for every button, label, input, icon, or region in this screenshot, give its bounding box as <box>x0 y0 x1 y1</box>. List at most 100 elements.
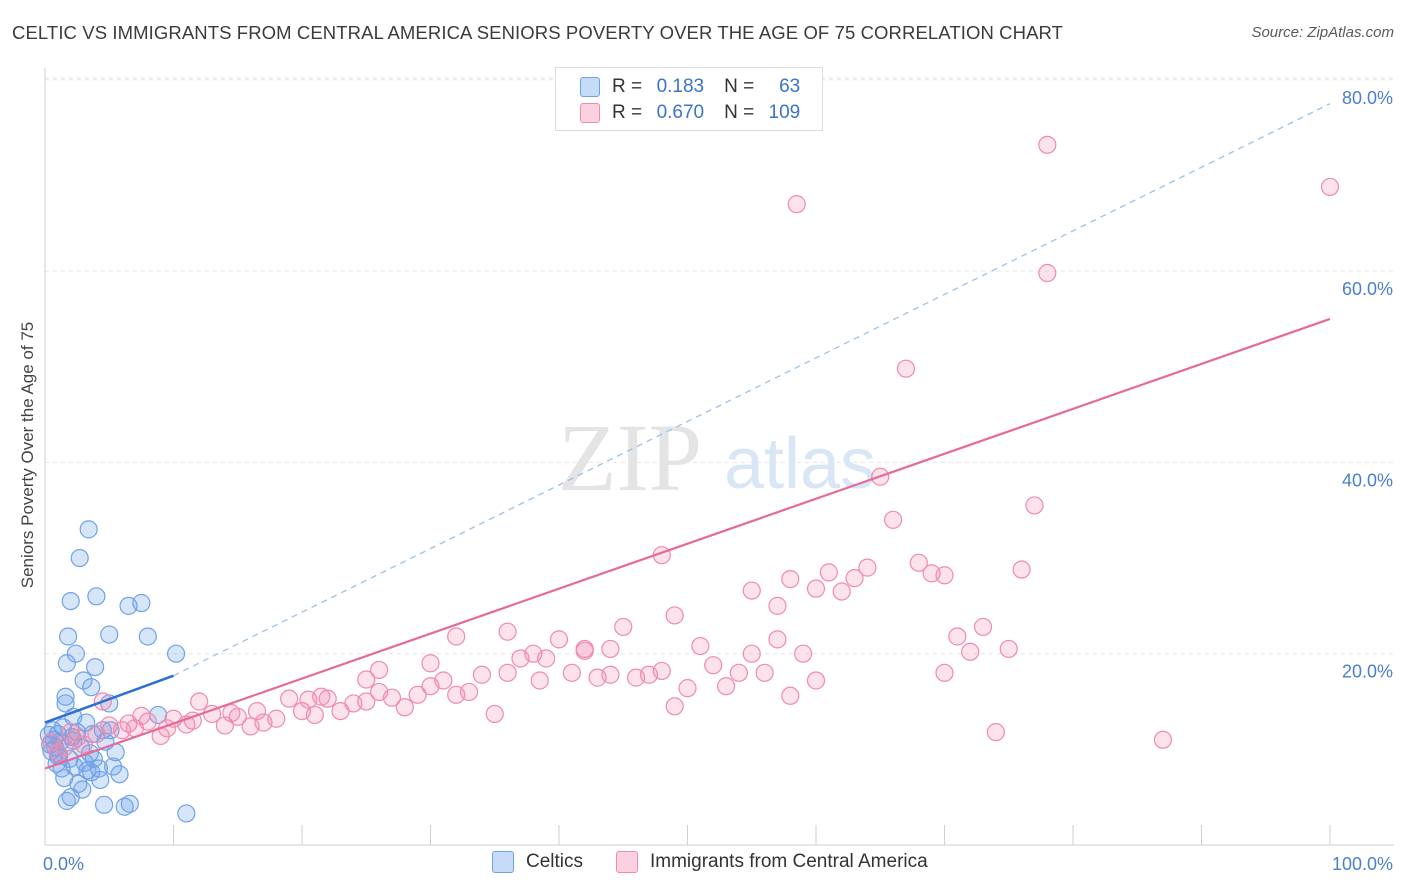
data-point-central-america <box>530 671 549 690</box>
gridlines <box>45 77 1394 655</box>
data-point-central-america <box>228 707 247 726</box>
data-point-central-america <box>716 677 736 696</box>
data-point-central-america <box>896 359 916 378</box>
x-tick-label-min: 0.0% <box>43 854 84 874</box>
legend-n-value: 109 <box>768 102 801 123</box>
data-point-central-america <box>781 686 800 705</box>
legend-row-celtics: R = 0.183 N = 63 <box>580 74 800 100</box>
series-central-america <box>42 135 1340 763</box>
data-point-central-america <box>1038 135 1057 154</box>
data-point-central-america <box>395 698 414 717</box>
data-point-central-america <box>267 709 286 728</box>
data-point-central-america <box>1153 730 1173 749</box>
data-point-central-america <box>74 735 93 754</box>
data-point-central-america <box>652 661 671 681</box>
series-legend: Celtics Immigrants from Central America <box>0 851 1406 877</box>
data-point-celtics <box>86 657 105 677</box>
legend-label-central-america: Immigrants from Central America <box>650 851 928 872</box>
data-point-central-america <box>447 627 466 646</box>
data-point-central-america <box>845 569 864 588</box>
data-point-central-america <box>408 685 427 704</box>
legend-r-label: R = <box>612 102 643 123</box>
data-point-central-america <box>601 665 620 684</box>
data-point-central-america <box>665 606 684 625</box>
data-point-central-america <box>742 581 761 600</box>
data-point-central-america <box>434 671 453 690</box>
y-tick-label: 20.0% <box>1342 662 1393 682</box>
data-point-central-america <box>678 679 697 698</box>
data-point-central-america <box>421 654 440 673</box>
data-point-central-america <box>305 705 324 725</box>
chart-title: CELTIC VS IMMIGRANTS FROM CENTRAL AMERIC… <box>12 22 1064 43</box>
x-tick-label-max: 100.0% <box>1332 854 1393 874</box>
tick-labels: 20.0% 40.0% 60.0% 80.0% 0.0% 100.0% <box>43 88 1393 874</box>
data-point-celtics <box>87 587 106 606</box>
legend-r-label: R = <box>612 76 643 97</box>
data-point-central-america <box>87 724 106 744</box>
data-point-central-america <box>190 692 209 711</box>
legend-r-value: 0.670 <box>656 102 705 123</box>
legend-swatch-central-america <box>616 851 638 873</box>
legend-r-value: 0.183 <box>656 76 705 97</box>
legend-item-central-america[interactable]: Immigrants from Central America <box>616 851 928 873</box>
legend-item-celtics[interactable]: Celtics <box>492 851 583 873</box>
data-point-central-america <box>280 689 299 708</box>
watermark-zip: ZIP <box>558 404 702 511</box>
data-point-central-america <box>601 639 620 659</box>
data-point-central-america <box>55 738 74 757</box>
data-point-central-america <box>562 663 581 682</box>
data-point-celtics <box>177 804 196 823</box>
data-point-central-america <box>498 622 517 641</box>
data-point-central-america <box>614 617 633 637</box>
trend-lines <box>44 103 1331 770</box>
data-point-central-america <box>948 627 967 646</box>
data-point-central-america <box>537 649 556 668</box>
data-point-celtics <box>120 794 139 813</box>
watermark: ZIP atlas <box>558 404 876 511</box>
data-point-central-america <box>1320 177 1340 197</box>
data-point-celtics <box>110 765 129 784</box>
data-point-central-america <box>787 195 806 214</box>
data-point-central-america <box>755 663 774 682</box>
data-point-central-america <box>1025 496 1044 515</box>
data-point-central-america <box>138 712 157 731</box>
data-point-celtics <box>66 644 85 663</box>
data-point-central-america <box>858 558 877 577</box>
data-point-celtics <box>100 625 119 644</box>
data-point-central-america <box>472 665 491 684</box>
trend-line-central-america <box>44 317 1331 770</box>
data-point-celtics <box>115 797 134 816</box>
data-point-central-america <box>935 566 954 585</box>
data-point-celtics <box>82 678 101 697</box>
series-celtics <box>39 520 196 823</box>
data-point-central-america <box>883 510 903 529</box>
data-point-central-america <box>498 663 517 682</box>
data-point-central-america <box>382 688 402 707</box>
data-point-central-america <box>357 692 376 711</box>
correlation-legend: R = 0.183 N = 63 R = 0.670 N = 109 <box>555 67 823 131</box>
data-point-central-america <box>370 660 389 680</box>
legend-row-central-america: R = 0.670 N = 109 <box>580 100 800 126</box>
trend-line-celtics <box>44 674 174 724</box>
data-point-central-america <box>459 682 479 702</box>
watermark-atlas: atlas <box>724 424 876 504</box>
data-point-central-america <box>665 697 684 716</box>
y-tick-label: 60.0% <box>1342 279 1393 299</box>
data-point-central-america <box>357 670 376 689</box>
data-point-celtics <box>95 795 114 814</box>
data-point-central-america <box>549 630 569 649</box>
data-point-celtics <box>56 687 75 706</box>
data-point-central-america <box>312 687 331 706</box>
legend-swatch-celtics <box>492 851 514 873</box>
data-point-central-america <box>575 641 594 660</box>
axes <box>44 68 1394 846</box>
data-point-central-america <box>781 569 800 589</box>
legend-swatch-blue <box>580 77 600 97</box>
data-point-central-america <box>832 582 851 601</box>
data-point-celtics <box>77 713 96 732</box>
data-point-central-america <box>318 689 337 708</box>
data-point-celtics <box>61 591 80 611</box>
data-point-central-america <box>961 642 980 661</box>
data-point-central-america <box>999 639 1018 659</box>
